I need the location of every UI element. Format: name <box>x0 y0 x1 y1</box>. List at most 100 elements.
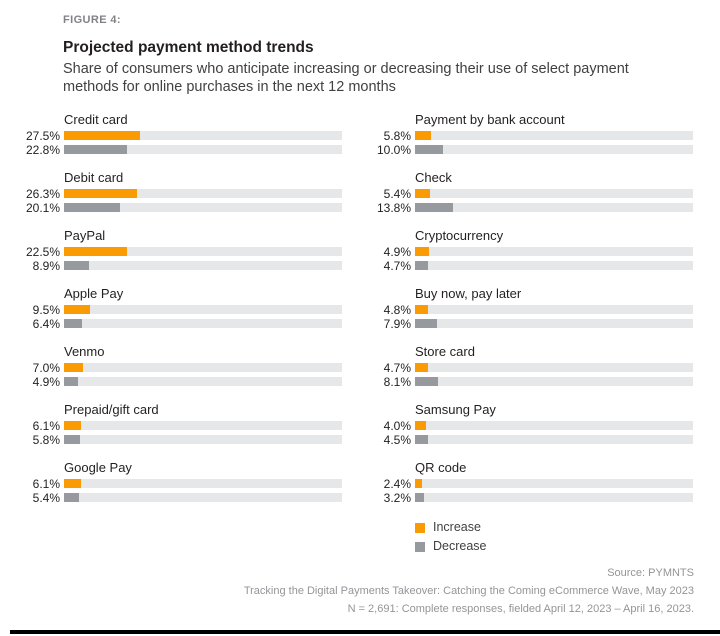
category-label: Buy now, pay later <box>415 286 522 301</box>
bar-track <box>415 363 693 372</box>
sample-note-line: N = 2,691: Complete responses, fielded A… <box>347 603 694 615</box>
bar-track <box>415 421 693 430</box>
bar-track <box>415 203 693 212</box>
category-label: Cryptocurrency <box>415 228 504 243</box>
increase-value: 4.0% <box>383 418 411 433</box>
chart-group: Credit card 27.5% 22.8% <box>4 112 342 170</box>
chart-group: Check 5.4% 13.8% <box>355 170 693 228</box>
chart-column-1: Credit card 27.5% 22.8% Debit card 26.3% <box>4 112 342 518</box>
chart-group: Venmo 7.0% 4.9% <box>4 344 342 402</box>
report-title-line: Tracking the Digital Payments Takeover: … <box>243 585 694 597</box>
decrease-value: 7.9% <box>383 316 411 331</box>
bar-track <box>415 493 693 502</box>
chart-group: Cryptocurrency 4.9% 4.7% <box>355 228 693 286</box>
decrease-bar <box>415 261 429 270</box>
increase-value: 4.8% <box>383 302 411 317</box>
increase-bar <box>415 189 430 198</box>
increase-bar <box>415 479 422 488</box>
bar-track <box>415 247 693 256</box>
increase-row: 7.0% <box>4 362 342 374</box>
increase-row: 4.9% <box>355 244 693 259</box>
category-label: Check <box>415 170 452 185</box>
chart-group: QR code 2.4% 3.2% <box>355 460 693 518</box>
increase-value: 4.9% <box>383 244 411 259</box>
increase-bar <box>64 363 84 372</box>
bottom-rule <box>10 630 720 634</box>
decrease-bar <box>64 261 89 270</box>
increase-bar <box>415 131 432 140</box>
figure-header: FIGURE 4: Projected payment method trend… <box>63 14 663 96</box>
decrease-row: 20.1% <box>4 202 342 214</box>
decrease-swatch-icon <box>415 541 425 552</box>
bar-track <box>64 319 342 328</box>
decrease-row: 8.1% <box>355 376 693 388</box>
increase-value: 26.3% <box>25 186 60 201</box>
decrease-bar <box>415 493 424 502</box>
category-label: QR code <box>415 460 467 475</box>
bar-track <box>415 479 693 488</box>
increase-bar <box>415 247 429 256</box>
category-label: Venmo <box>64 344 105 359</box>
bar-track <box>64 363 342 372</box>
bar-track <box>64 479 342 488</box>
chart-group: Store card 4.7% 8.1% <box>355 344 693 402</box>
source-line: Source: PYMNTS <box>607 567 694 579</box>
category-label: Store card <box>415 344 475 359</box>
decrease-value: 4.5% <box>383 432 411 447</box>
increase-bar <box>415 421 427 430</box>
category-label: Debit card <box>64 170 124 185</box>
decrease-row: 5.4% <box>4 492 342 504</box>
increase-swatch-icon <box>415 522 425 533</box>
bar-track <box>64 377 342 386</box>
increase-bar <box>64 247 127 256</box>
bar-track <box>415 131 693 140</box>
increase-value: 2.4% <box>383 476 411 491</box>
increase-row: 4.7% <box>355 362 693 374</box>
increase-row: 9.5% <box>4 302 342 317</box>
bar-track <box>415 435 693 444</box>
increase-value: 6.1% <box>32 476 60 491</box>
bar-track <box>415 189 693 198</box>
figure-label: FIGURE 4: <box>63 14 121 26</box>
bar-track <box>415 261 693 270</box>
decrease-value: 5.8% <box>32 432 60 447</box>
bar-track <box>64 493 342 502</box>
increase-value: 27.5% <box>25 128 60 143</box>
chart-group: Payment by bank account 5.8% 10.0% <box>355 112 693 170</box>
decrease-bar <box>64 377 78 386</box>
increase-row: 4.8% <box>355 302 693 317</box>
decrease-bar <box>64 435 81 444</box>
chart-legend: Increase Decrease <box>415 521 487 560</box>
increase-row: 6.1% <box>4 476 342 491</box>
decrease-value: 8.9% <box>32 258 60 273</box>
increase-value: 9.5% <box>32 302 60 317</box>
legend-item-decrease: Decrease <box>415 540 487 552</box>
bar-track <box>64 189 342 198</box>
decrease-row: 3.2% <box>355 490 693 505</box>
decrease-value: 10.0% <box>376 142 411 157</box>
bar-track <box>64 247 342 256</box>
figure-subtitle: Share of consumers who anticipate increa… <box>63 60 663 96</box>
decrease-bar <box>415 377 438 386</box>
chart-group: Apple Pay 9.5% 6.4% <box>4 286 342 344</box>
legend-item-increase: Increase <box>415 521 487 533</box>
category-label: Apple Pay <box>64 286 124 301</box>
decrease-row: 4.7% <box>355 260 693 272</box>
category-label: Credit card <box>64 112 128 127</box>
decrease-row: 22.8% <box>4 142 342 157</box>
category-label: Google Pay <box>64 460 132 475</box>
figure-title: Projected payment method trends <box>63 39 314 56</box>
bar-track <box>64 421 342 430</box>
source-note: Source: PYMNTS Tracking the Digital Paym… <box>244 564 694 618</box>
decrease-value: 22.8% <box>25 142 60 157</box>
increase-bar <box>64 421 81 430</box>
decrease-bar <box>415 145 443 154</box>
decrease-value: 3.2% <box>383 490 411 505</box>
decrease-bar <box>415 435 428 444</box>
decrease-bar <box>64 319 82 328</box>
category-label: Prepaid/gift card <box>64 402 159 417</box>
chart-group: Buy now, pay later 4.8% 7.9% <box>355 286 693 344</box>
category-label: Payment by bank account <box>415 112 565 127</box>
decrease-value: 6.4% <box>32 316 60 331</box>
